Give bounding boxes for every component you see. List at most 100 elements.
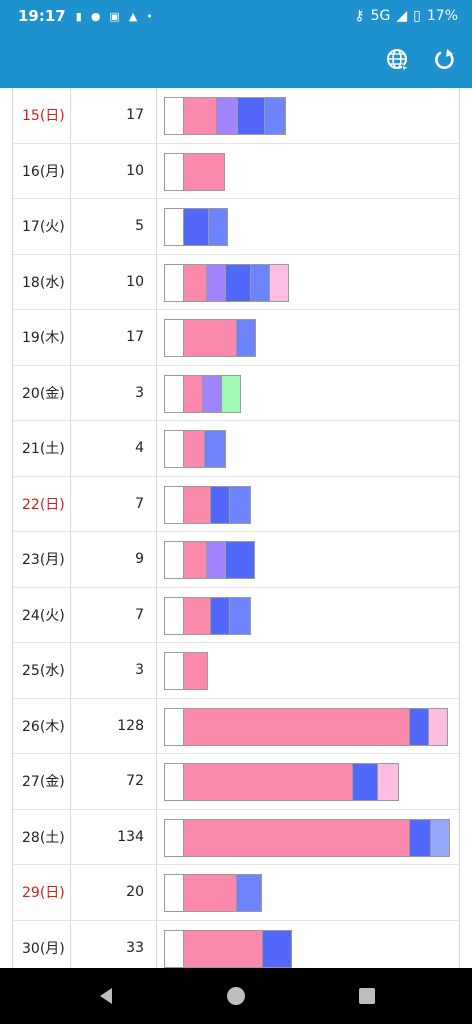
notification-icon: ● [90, 9, 101, 23]
stacked-bar [164, 596, 251, 635]
row-date: 28(土) [22, 829, 65, 846]
bar-segment-white [164, 874, 184, 912]
table-row[interactable]: 25(水) 3 [12, 643, 460, 699]
bar-segment-blue [409, 707, 429, 746]
bar-segment-blue [237, 97, 265, 135]
row-count: 3 [135, 662, 144, 679]
bar-segment-lightblue [204, 430, 226, 468]
table-row[interactable]: 26(木) 128 [12, 698, 460, 754]
bar-segment-lightblue [229, 485, 251, 524]
bar-segment-blue [352, 763, 378, 801]
bar-segment-pink [183, 485, 211, 524]
column-divider [156, 587, 157, 642]
table-row[interactable]: 30(月) 33 [12, 920, 460, 968]
notification-icon: ▮ [75, 9, 82, 23]
more-notifications-icon: • [146, 9, 153, 23]
stacked-bar [164, 874, 262, 912]
row-count: 10 [126, 273, 144, 290]
stacked-bar [164, 485, 251, 524]
column-divider [156, 643, 157, 698]
stacked-bar [164, 263, 289, 302]
bar-segment-pink [183, 763, 353, 801]
table-row[interactable]: 24(火) 7 [12, 587, 460, 643]
table-row[interactable]: 19(木) 17 [12, 310, 460, 366]
bar-segment-lightblue [236, 319, 256, 357]
bar-segment-white [164, 707, 184, 746]
app-bar [0, 32, 472, 88]
daily-count-table: 15(日) 17 16(月) 10 17(火) 5 18(水) 10 19(木) 17 20(金) 3… [12, 88, 460, 968]
column-divider [70, 365, 71, 420]
language-globe-button[interactable] [384, 46, 412, 74]
notification-icon: ▣ [109, 9, 120, 23]
bar-segment-white [164, 541, 184, 579]
bar-segment-pink [183, 874, 237, 912]
column-divider [156, 254, 157, 309]
column-divider [70, 809, 71, 864]
bar-segment-white [164, 763, 184, 801]
column-divider [156, 920, 157, 968]
bar-segment-pink [183, 929, 263, 968]
recents-button[interactable] [357, 986, 377, 1006]
refresh-button[interactable] [430, 46, 458, 74]
bar-segment-pink [183, 652, 208, 690]
table-row[interactable]: 22(日) 7 [12, 476, 460, 532]
row-count: 4 [135, 440, 144, 457]
bar-segment-lightblue [250, 263, 270, 302]
table-row[interactable]: 15(日) 17 [12, 88, 460, 144]
row-date: 24(火) [22, 607, 65, 624]
table-row[interactable]: 29(日) 20 [12, 865, 460, 921]
column-divider [156, 476, 157, 531]
bar-segment-white [164, 596, 184, 635]
stacked-bar [164, 208, 228, 246]
status-time: 19:17 [18, 7, 66, 25]
bar-segment-pink [183, 374, 203, 413]
row-date: 15(日) [22, 108, 65, 125]
bar-segment-lightblue [229, 596, 251, 635]
stacked-bar [164, 707, 448, 746]
back-button[interactable] [96, 986, 116, 1006]
bar-segment-purple [202, 374, 222, 413]
bar-segment-white [164, 97, 184, 135]
column-divider [70, 754, 71, 809]
column-divider [156, 88, 157, 143]
bar-segment-lightblue [236, 874, 262, 912]
table-row[interactable]: 20(金) 3 [12, 365, 460, 421]
network-label: 5G [370, 8, 391, 24]
table-row[interactable]: 17(火) 5 [12, 199, 460, 255]
row-date: 22(日) [22, 496, 65, 513]
bar-segment-white [164, 929, 184, 968]
bar-segment-blue [210, 596, 230, 635]
column-divider [156, 532, 157, 587]
row-count: 17 [126, 329, 144, 346]
bar-segment-blue [262, 929, 292, 968]
stacked-bar [164, 818, 450, 857]
bar-segment-pink [183, 263, 207, 302]
table-border-left [12, 88, 13, 968]
table-row[interactable]: 21(土) 4 [12, 421, 460, 477]
column-divider [156, 310, 157, 365]
table-row[interactable]: 23(月) 9 [12, 532, 460, 588]
bar-segment-blue [225, 541, 255, 579]
column-divider [70, 532, 71, 587]
stacked-bar [164, 374, 241, 413]
globe-icon [387, 49, 411, 74]
table-row[interactable]: 27(金) 72 [12, 754, 460, 810]
row-count: 3 [135, 384, 144, 401]
row-date: 23(月) [22, 552, 65, 569]
home-button[interactable] [226, 986, 246, 1006]
stacked-bar [164, 541, 255, 579]
table-row[interactable]: 28(土) 134 [12, 809, 460, 865]
bar-segment-purple [206, 541, 226, 579]
stacked-bar [164, 97, 286, 135]
bar-segment-pink [183, 97, 217, 135]
table-row[interactable]: 18(水) 10 [12, 254, 460, 310]
row-date: 26(木) [22, 718, 65, 735]
bar-segment-blue [225, 263, 251, 302]
column-divider [70, 143, 71, 198]
column-divider [70, 698, 71, 753]
bar-segment-lightblue [208, 208, 228, 246]
table-body: 15(日) 17 16(月) 10 17(火) 5 18(水) 10 19(木) 17 20(金) 3… [12, 88, 460, 968]
bar-segment-palepink [428, 707, 448, 746]
table-row[interactable]: 16(月) 10 [12, 143, 460, 199]
bar-segment-pink [183, 430, 205, 468]
